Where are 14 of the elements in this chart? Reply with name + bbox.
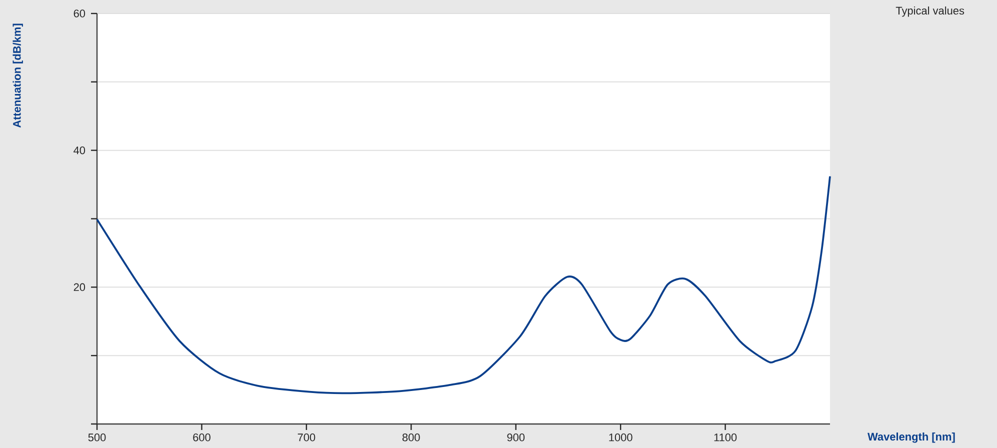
y-tick-label: 60	[74, 10, 86, 18]
y-axis-title: Attenuation [dB/km]	[12, 24, 23, 128]
y-tick-label: 40	[74, 146, 86, 154]
x-tick-label: 800	[402, 434, 420, 442]
x-axis-title: Wavelength [nm]	[868, 432, 955, 443]
text: Typical values	[896, 6, 964, 17]
line-series	[96, 175, 831, 394]
x-tick-label: 600	[193, 434, 210, 442]
x-tick-label: 900	[507, 434, 525, 442]
y-tick-label: 20	[74, 283, 86, 292]
x-tick-label: 1000	[609, 434, 632, 442]
x-tick-label: 700	[298, 434, 316, 442]
x-tick-label: 1100	[714, 434, 737, 442]
x-tick-label: 500	[88, 434, 106, 442]
